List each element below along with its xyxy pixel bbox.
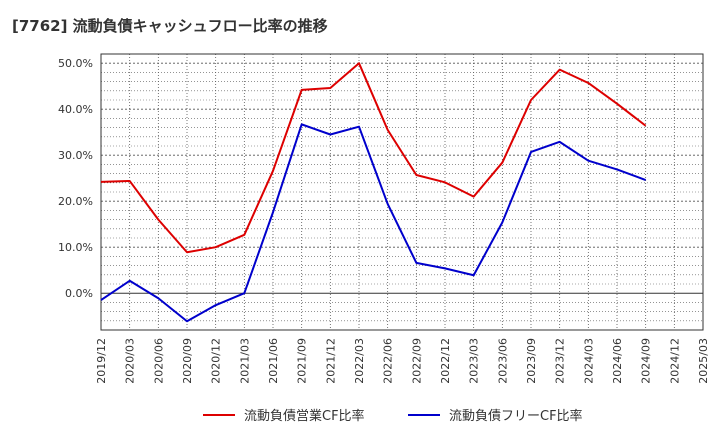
x-tick-label: 2024/06 bbox=[611, 338, 624, 384]
legend: 流動負債営業CF比率 流動負債フリーCF比率 bbox=[203, 408, 583, 424]
y-tick-label: 10.0% bbox=[58, 241, 93, 254]
y-tick-label: 30.0% bbox=[58, 149, 93, 162]
chart-title: [7762] 流動負債キャッシュフロー比率の推移 bbox=[12, 17, 328, 35]
x-tick-label: 2022/03 bbox=[353, 338, 366, 384]
x-tick-label: 2023/09 bbox=[525, 338, 538, 384]
x-tick-label: 2021/03 bbox=[238, 338, 251, 384]
x-tick-label: 2019/12 bbox=[95, 338, 108, 384]
x-tick-label: 2021/09 bbox=[296, 338, 309, 384]
plot-area: 0.0% 10.0% 20.0% 30.0% 40.0% 50.0% 2019/12 2020… bbox=[58, 53, 710, 384]
legend-label: 流動負債営業CF比率 bbox=[244, 408, 365, 424]
x-tick-label: 2020/09 bbox=[181, 338, 194, 384]
x-tick-label: 2023/12 bbox=[554, 338, 567, 384]
x-tick-label: 2024/12 bbox=[668, 338, 681, 384]
y-tick-label: 20.0% bbox=[58, 195, 93, 208]
x-tick-label: 2025/03 bbox=[697, 338, 710, 384]
x-tick-label: 2020/12 bbox=[210, 338, 223, 384]
x-tick-label: 2021/12 bbox=[324, 338, 337, 384]
x-tick-label: 2022/12 bbox=[439, 338, 452, 384]
x-tick-label: 2024/09 bbox=[640, 338, 653, 384]
y-tick-label: 40.0% bbox=[58, 103, 93, 116]
y-tick-label: 50.0% bbox=[58, 57, 93, 70]
x-tick-label: 2022/06 bbox=[382, 338, 395, 384]
legend-label: 流動負債フリーCF比率 bbox=[449, 408, 583, 424]
y-tick-label: 0.0% bbox=[65, 287, 93, 300]
x-tick-label: 2022/09 bbox=[410, 338, 423, 384]
series-line-2 bbox=[100, 123, 647, 323]
x-tick-label: 2024/03 bbox=[582, 338, 595, 384]
x-tick-label: 2023/06 bbox=[496, 338, 509, 384]
x-tick-label: 2021/06 bbox=[267, 338, 280, 384]
x-tick-label: 2020/06 bbox=[152, 338, 165, 384]
plot-frame bbox=[100, 53, 704, 331]
x-tick-label: 2023/03 bbox=[468, 338, 481, 384]
series-line-1 bbox=[100, 62, 647, 254]
x-tick-label: 2020/03 bbox=[124, 338, 137, 384]
